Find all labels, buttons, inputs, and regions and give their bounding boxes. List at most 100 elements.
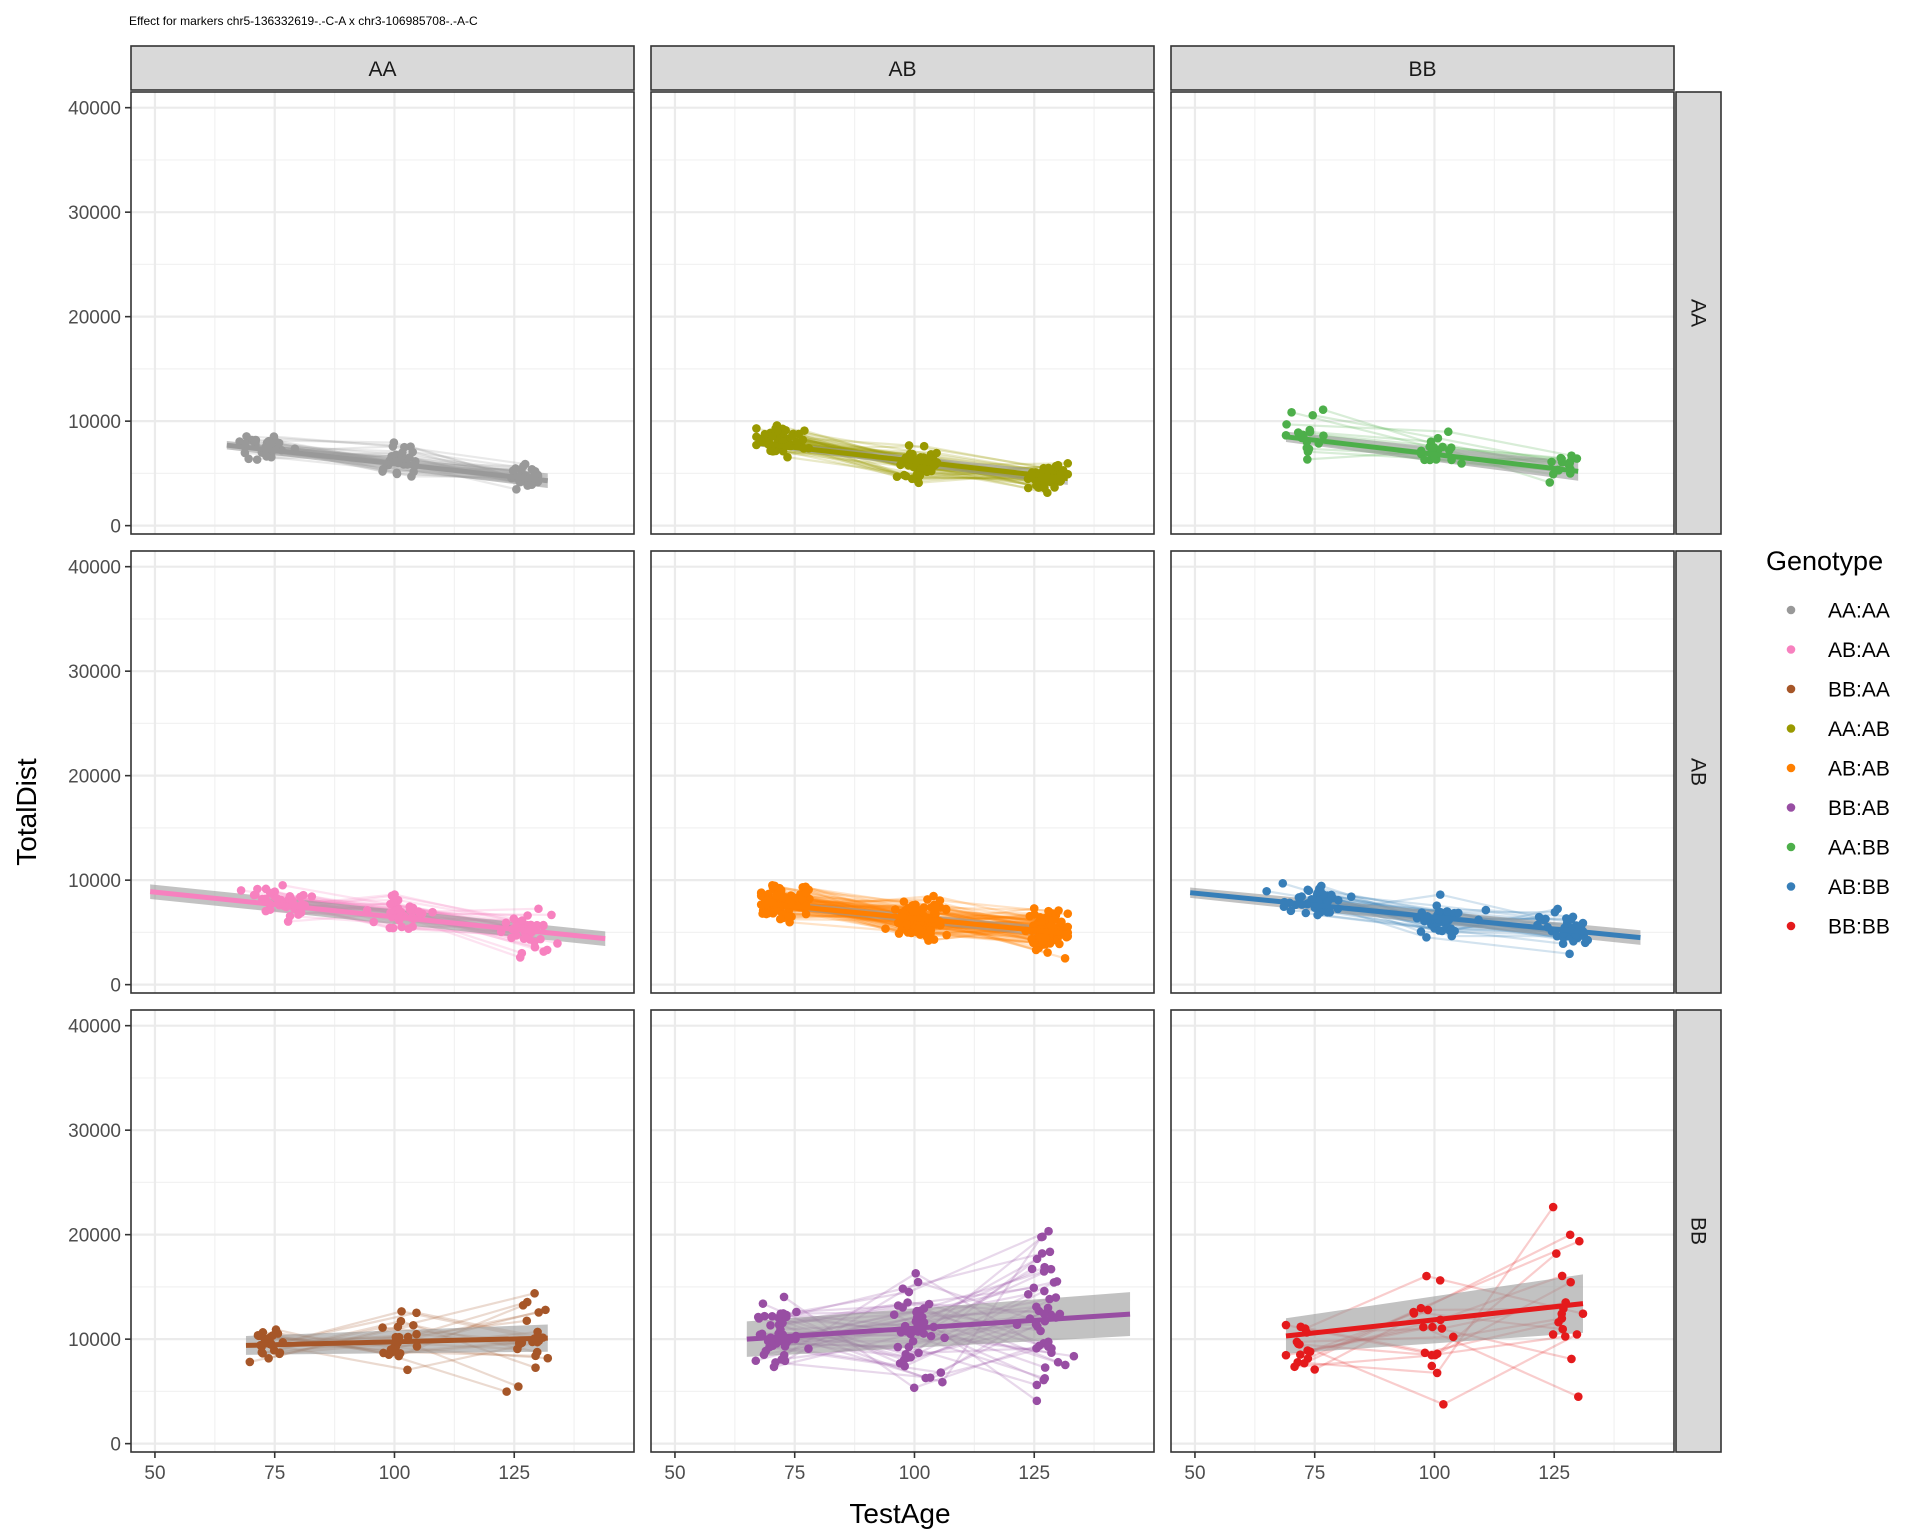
data-point [278,880,287,890]
data-point [1052,1277,1062,1286]
data-point [1346,892,1356,901]
x-tick-label: 75 [784,1463,805,1484]
legend-key [1786,763,1796,773]
data-point [772,891,781,900]
panel-border [130,550,635,994]
col-strip-label: AB [888,58,916,81]
data-point [901,471,911,481]
data-point [751,1356,761,1366]
data-point [909,1383,919,1393]
data-point [515,953,525,962]
legend-label: AB:AB [1828,758,1890,781]
data-point [881,924,890,933]
x-tick-label: 75 [264,1463,285,1484]
data-point [379,1348,388,1358]
data-point [925,1373,935,1382]
x-tick-label: 100 [379,1463,411,1484]
data-point [1572,1330,1582,1339]
data-point [776,1325,785,1334]
data-point [523,911,532,920]
data-point [1032,1302,1041,1312]
y-tick-label: 40000 [68,558,121,579]
data-point [801,888,810,898]
data-point [1558,939,1568,948]
data-point [1050,483,1059,492]
data-point [923,895,932,904]
data-point [244,454,253,464]
data-point [1057,918,1066,927]
data-point [547,910,556,920]
data-point [1305,1347,1315,1357]
data-point [1044,1337,1053,1347]
y-tick-label: 0 [110,976,121,997]
data-point [904,461,913,470]
panel-border [1170,1009,1675,1453]
data-point [914,1348,923,1358]
data-point [519,461,528,471]
legend-key [1786,882,1796,891]
legend-key [1786,684,1796,694]
y-tick-label: 30000 [68,662,121,683]
data-point [1282,420,1291,429]
data-point [428,907,437,917]
legend: Genotype AA:AA AB:AA BB:AA AA:AB AB:AB BB:AB A… [1766,546,1890,939]
legend-label: AB:BB [1828,876,1890,899]
data-point [543,1353,553,1363]
data-point [412,1329,421,1339]
data-point [236,886,246,895]
axes: 0 10000 20000 30000 40000 0 10000 20000 30000 400… [68,99,1570,1484]
data-point [507,933,516,943]
data-point [1031,945,1041,955]
data-point [369,917,378,927]
x-tick-label: 75 [1304,1463,1325,1484]
data-point [778,446,788,456]
panel-background [651,1010,1154,1452]
data-point [889,1310,899,1320]
data-point [409,467,418,477]
y-tick-label: 0 [110,1435,121,1456]
fit-line [149,889,606,942]
data-point [258,1349,267,1358]
data-point [1575,1236,1584,1246]
y-tick-label: 40000 [68,1017,121,1038]
data-point [1433,433,1443,443]
data-point [1481,905,1491,915]
data-point [1558,1324,1568,1334]
data-point [502,1387,511,1396]
data-point [1262,886,1271,896]
data-point [1416,1303,1426,1313]
legend-label: BB:BB [1828,916,1890,939]
data-point [1327,890,1336,900]
data-point [530,1289,539,1298]
data-point [1548,469,1558,479]
data-point [911,1269,921,1278]
panel-AB-AB [650,550,1155,994]
data-point [1565,460,1574,469]
legend-label: BB:AB [1828,797,1890,820]
data-point [260,1334,269,1343]
data-point [307,892,317,901]
data-point [1053,1357,1063,1367]
y-tick-label: 40000 [68,99,121,120]
row-strip [1675,91,1722,535]
data-point [942,930,951,940]
data-point [1572,454,1582,463]
data-point [536,934,545,944]
data-point [779,1350,789,1360]
data-point [1043,488,1052,498]
data-point [1295,1350,1305,1359]
data-point [522,1316,532,1326]
data-point [533,1327,542,1337]
data-point [1333,895,1343,905]
data-point [801,882,810,892]
data-point [896,460,905,470]
col-strip [130,45,635,91]
data-point [253,884,262,894]
data-point [1308,410,1318,420]
y-tick-label: 20000 [68,767,121,788]
data-point [1547,457,1556,467]
data-point [941,904,951,914]
data-point [1566,1277,1575,1287]
data-point [1032,1254,1042,1264]
data-point [1027,934,1036,944]
